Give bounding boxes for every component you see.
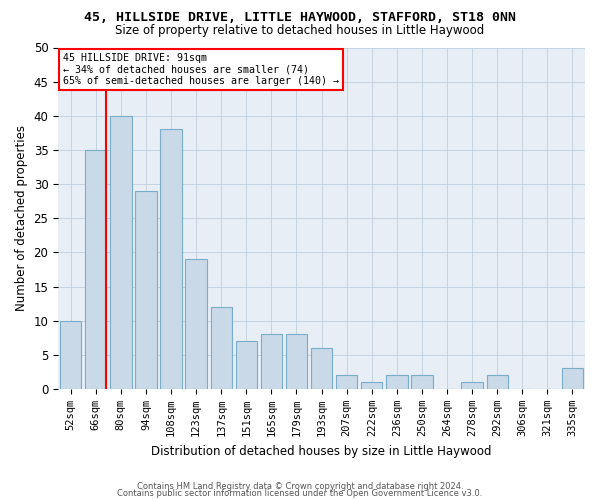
Bar — [60, 320, 82, 389]
Bar — [411, 376, 433, 389]
Bar — [236, 341, 257, 389]
Bar — [211, 307, 232, 389]
Bar — [160, 130, 182, 389]
Text: 45 HILLSIDE DRIVE: 91sqm
← 34% of detached houses are smaller (74)
65% of semi-d: 45 HILLSIDE DRIVE: 91sqm ← 34% of detach… — [64, 52, 340, 86]
Bar — [562, 368, 583, 389]
X-axis label: Distribution of detached houses by size in Little Haywood: Distribution of detached houses by size … — [151, 444, 492, 458]
Bar — [110, 116, 131, 389]
Bar — [286, 334, 307, 389]
Bar — [487, 376, 508, 389]
Text: 45, HILLSIDE DRIVE, LITTLE HAYWOOD, STAFFORD, ST18 0NN: 45, HILLSIDE DRIVE, LITTLE HAYWOOD, STAF… — [84, 11, 516, 24]
Text: Contains public sector information licensed under the Open Government Licence v3: Contains public sector information licen… — [118, 489, 482, 498]
Y-axis label: Number of detached properties: Number of detached properties — [15, 125, 28, 311]
Bar — [311, 348, 332, 389]
Bar — [461, 382, 483, 389]
Text: Size of property relative to detached houses in Little Haywood: Size of property relative to detached ho… — [115, 24, 485, 37]
Text: Contains HM Land Registry data © Crown copyright and database right 2024.: Contains HM Land Registry data © Crown c… — [137, 482, 463, 491]
Bar — [386, 376, 407, 389]
Bar — [336, 376, 358, 389]
Bar — [261, 334, 282, 389]
Bar — [135, 191, 157, 389]
Bar — [361, 382, 382, 389]
Bar — [185, 259, 207, 389]
Bar — [85, 150, 106, 389]
